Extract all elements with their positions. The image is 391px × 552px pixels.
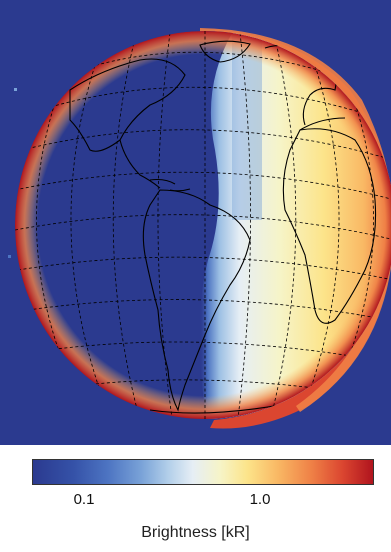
colorbar xyxy=(32,459,374,485)
colorbar-label: Brightness [kR] xyxy=(141,524,250,541)
colorbar-tick-1.0: 1.0 xyxy=(249,491,271,508)
noise-pixel xyxy=(8,255,11,258)
noise-pixel xyxy=(14,88,17,91)
graticule xyxy=(15,31,391,419)
globe-disk xyxy=(15,31,391,419)
colorbar-tick-0.1: 0.1 xyxy=(73,491,95,508)
coastlines xyxy=(69,40,377,414)
globe-panel xyxy=(0,0,391,445)
